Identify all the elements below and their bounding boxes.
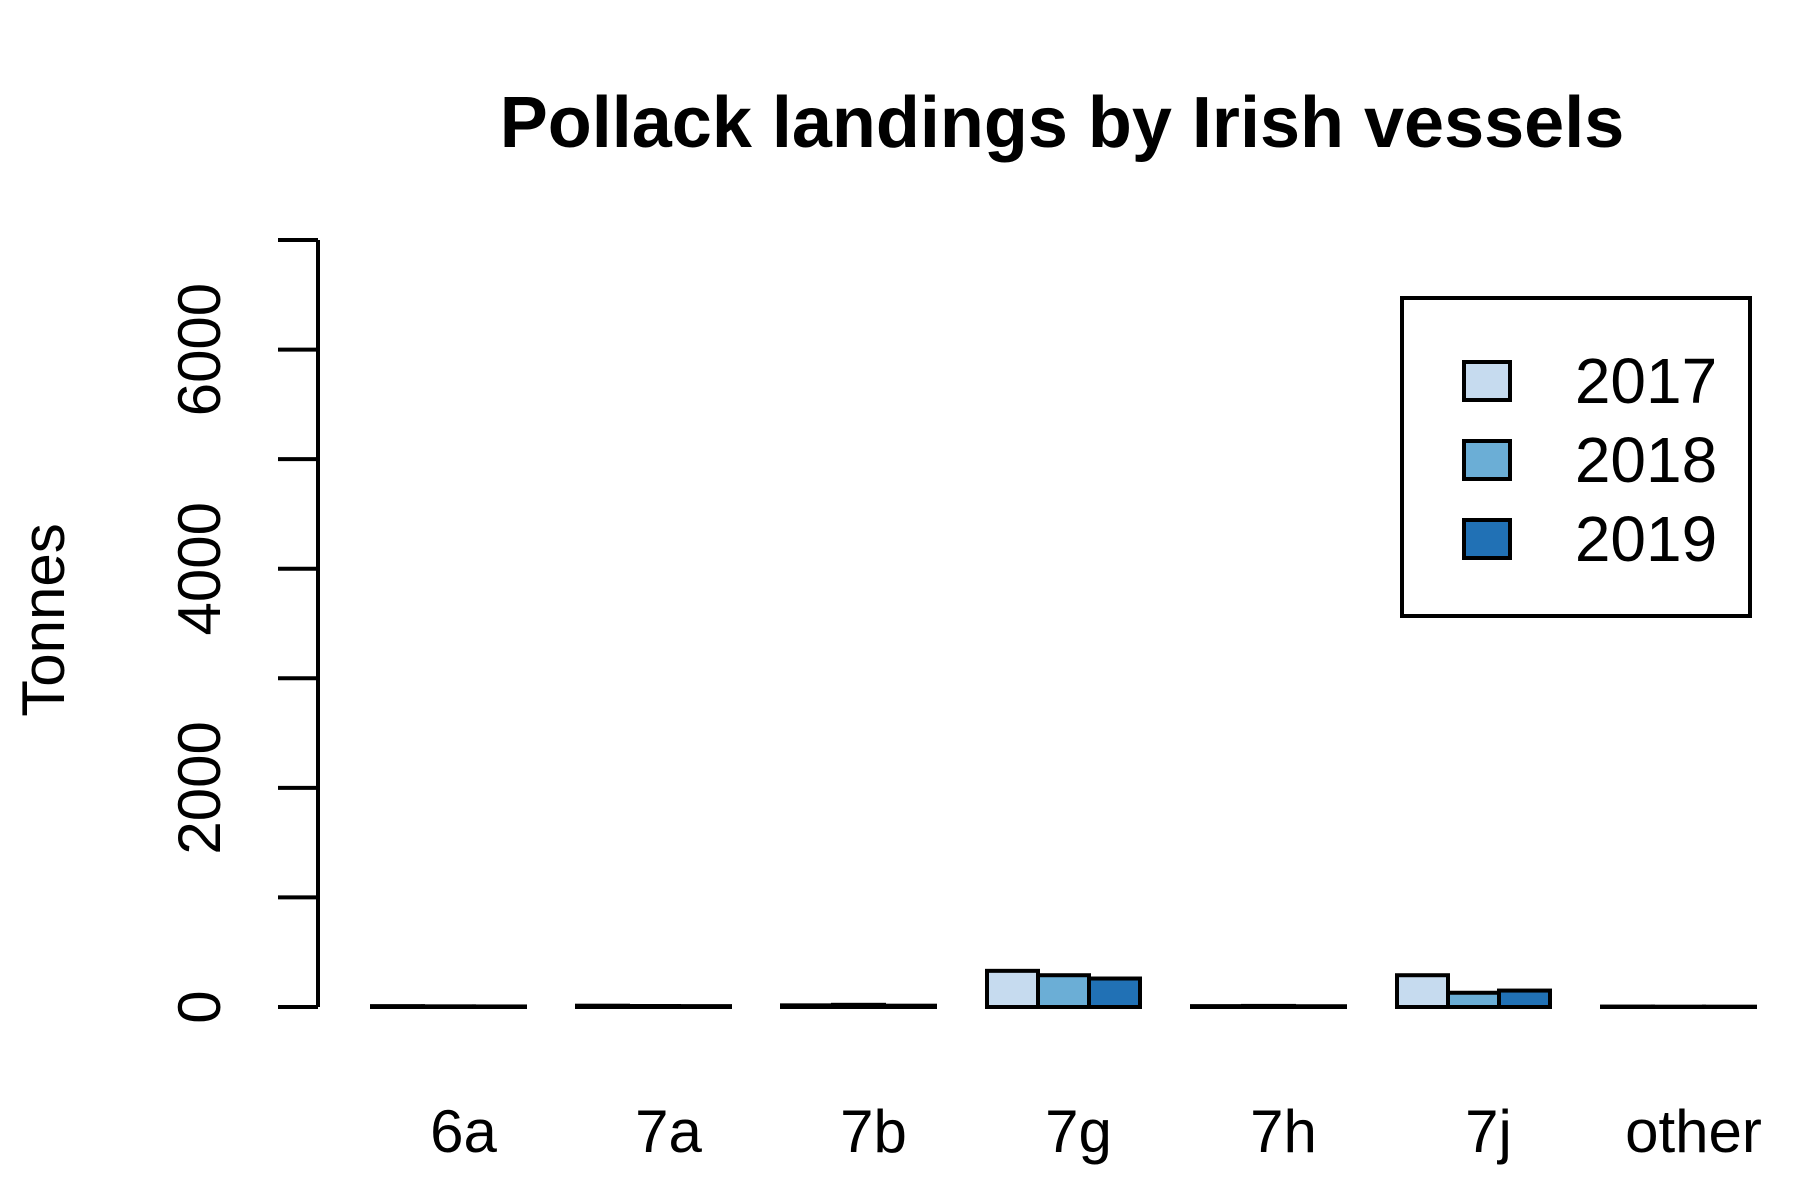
x-tick-label-7j: 7j: [1465, 1098, 1512, 1165]
legend-swatch-2017: [1462, 360, 1512, 402]
y-axis: 0 2000 4000 6000: [166, 238, 320, 1024]
bar-7b-2017: [780, 1003, 835, 1010]
bar-7a-2018: [626, 1004, 681, 1009]
y-tick-label: 4000: [166, 502, 233, 635]
legend-label-2019: 2019: [1575, 503, 1717, 575]
x-tick-label-7b: 7b: [840, 1098, 907, 1165]
bar-7g-2017: [985, 968, 1040, 1010]
bar-6a-2017: [370, 1004, 425, 1009]
bars: [370, 968, 1757, 1010]
y-tick-label: 0: [166, 990, 233, 1023]
x-tick-label-6a: 6a: [430, 1098, 497, 1165]
bar-7h-2018: [1241, 1003, 1296, 1010]
chart-title: Pollack landings by Irish vessels: [500, 83, 1625, 163]
x-tick-label-7h: 7h: [1250, 1098, 1317, 1165]
y-tick-label: 2000: [166, 721, 233, 854]
bar-6a-2019: [472, 1004, 527, 1010]
bar-7a-2017: [575, 1003, 630, 1009]
bar-7h-2019: [1292, 1004, 1347, 1009]
bar-7j-2019: [1497, 988, 1552, 1009]
x-tick-labels: 6a 7a 7b 7g 7h 7j other: [430, 1098, 1762, 1165]
legend-label-2017: 2017: [1575, 345, 1717, 417]
legend-label-2018: 2018: [1575, 424, 1717, 496]
bar-7h-2017: [1190, 1004, 1245, 1009]
y-tick-label: 6000: [166, 283, 233, 416]
x-tick-label-other: other: [1625, 1098, 1762, 1165]
bar-7j-2017: [1395, 973, 1450, 1010]
legend-swatch-2018: [1462, 439, 1512, 481]
legend-swatch-2019: [1462, 518, 1512, 560]
bar-7a-2019: [677, 1004, 732, 1009]
legend-frame: [1400, 296, 1752, 618]
bar-7g-2018: [1036, 973, 1091, 1010]
y-axis-label: Tonnes: [10, 523, 77, 716]
bar-7b-2018: [831, 1002, 886, 1010]
bar-6a-2018: [421, 1004, 476, 1010]
bar-7g-2019: [1087, 976, 1142, 1009]
x-tick-label-7g: 7g: [1045, 1098, 1112, 1165]
bar-7j-2018: [1446, 990, 1501, 1010]
bar-7b-2019: [882, 1003, 937, 1009]
x-tick-label-7a: 7a: [635, 1098, 702, 1165]
